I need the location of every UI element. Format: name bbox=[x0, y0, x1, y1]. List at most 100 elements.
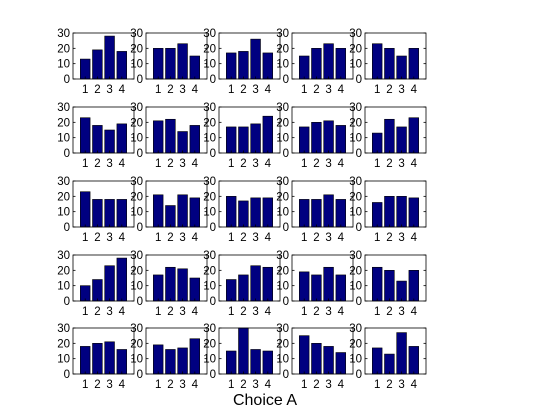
axes-box bbox=[364, 180, 427, 228]
y-tick-label: 0 bbox=[137, 296, 143, 308]
bar-25-1 bbox=[372, 347, 383, 375]
y-tick-label: 10 bbox=[57, 207, 70, 219]
axes-box bbox=[72, 32, 135, 80]
axes-box bbox=[72, 106, 135, 154]
x-tick-label: 4 bbox=[265, 306, 272, 318]
bar-3-2 bbox=[238, 51, 249, 80]
bar-17-4 bbox=[189, 277, 200, 302]
bar-7-2 bbox=[165, 118, 176, 154]
bar-24-1 bbox=[299, 335, 310, 375]
bar-20-1 bbox=[372, 266, 383, 302]
panel-24: 0 10 20 30 1 2 3 4 bbox=[276, 323, 354, 391]
x-tick-label: 4 bbox=[192, 379, 199, 391]
x-tick-label: 2 bbox=[240, 158, 246, 170]
bar-2-1 bbox=[153, 48, 164, 80]
x-tick-label: 4 bbox=[192, 232, 199, 244]
x-tick-label: 1 bbox=[228, 306, 234, 318]
panel-16: 0 10 20 30 1 2 3 4 bbox=[57, 250, 135, 318]
bar-9-4 bbox=[335, 125, 346, 154]
x-tick-label: 4 bbox=[265, 232, 272, 244]
bar-17-1 bbox=[153, 274, 164, 302]
bar-15-2 bbox=[384, 196, 395, 228]
bar-22-2 bbox=[165, 349, 176, 375]
x-tick-label: 3 bbox=[179, 84, 185, 96]
x-tick-label: 2 bbox=[386, 158, 392, 170]
y-tick-label: 20 bbox=[349, 117, 362, 129]
x-tick-label: 3 bbox=[398, 84, 404, 96]
bar-12-4 bbox=[189, 197, 200, 228]
x-tick-label: 1 bbox=[374, 232, 380, 244]
x-tick-label: 3 bbox=[252, 232, 258, 244]
bar-21-4 bbox=[116, 349, 127, 375]
y-tick-label: 0 bbox=[356, 222, 362, 234]
y-tick-label: 30 bbox=[276, 28, 289, 40]
bar-11-4 bbox=[116, 199, 127, 228]
panel-18: 0 10 20 30 1 2 3 4 bbox=[203, 250, 281, 318]
axes-box bbox=[145, 106, 208, 154]
bar-19-1 bbox=[299, 271, 310, 302]
y-tick-label: 10 bbox=[130, 59, 143, 71]
y-tick-label: 30 bbox=[57, 250, 70, 262]
axes-box bbox=[145, 254, 208, 302]
panel-9: 0 10 20 30 1 2 3 4 bbox=[276, 102, 354, 170]
bar-13-4 bbox=[262, 197, 273, 228]
bar-16-3 bbox=[104, 265, 115, 302]
y-tick-label: 0 bbox=[137, 222, 143, 234]
axes-box bbox=[218, 106, 281, 154]
y-tick-label: 0 bbox=[283, 296, 289, 308]
x-tick-label: 4 bbox=[338, 379, 345, 391]
bar-13-3 bbox=[250, 197, 261, 228]
axes-box bbox=[291, 32, 354, 80]
x-tick-label: 4 bbox=[411, 158, 418, 170]
bar-8-4 bbox=[262, 115, 273, 154]
panel-3: 0 10 20 30 1 2 3 4 bbox=[203, 28, 281, 96]
panel-25: 0 10 20 30 1 2 3 4 bbox=[349, 323, 427, 391]
x-tick-label: 3 bbox=[398, 306, 404, 318]
y-tick-label: 10 bbox=[203, 133, 216, 145]
panel-20: 0 10 20 30 1 2 3 4 bbox=[349, 250, 427, 318]
x-tick-label: 4 bbox=[411, 306, 418, 318]
axes-box bbox=[291, 106, 354, 154]
x-tick-label: 4 bbox=[411, 84, 418, 96]
x-tick-label: 2 bbox=[313, 232, 319, 244]
y-tick-label: 0 bbox=[210, 369, 216, 381]
bar-5-2 bbox=[384, 48, 395, 80]
y-tick-label: 30 bbox=[130, 323, 143, 335]
x-tick-label: 1 bbox=[155, 306, 161, 318]
axes-box bbox=[291, 254, 354, 302]
axes-box bbox=[364, 327, 427, 375]
x-tick-label: 3 bbox=[179, 158, 185, 170]
y-tick-label: 30 bbox=[203, 176, 216, 188]
x-tick-label: 4 bbox=[192, 306, 199, 318]
bar-11-2 bbox=[92, 199, 103, 228]
axes-box bbox=[364, 106, 427, 154]
bar-23-1 bbox=[226, 350, 237, 375]
axes-box bbox=[218, 254, 281, 302]
x-tick-label: 4 bbox=[338, 232, 345, 244]
bar-1-3 bbox=[104, 35, 115, 80]
y-tick-label: 20 bbox=[203, 191, 216, 203]
y-tick-label: 0 bbox=[137, 74, 143, 86]
bar-20-3 bbox=[396, 280, 407, 302]
panel-13: 0 10 20 30 1 2 3 4 bbox=[203, 176, 281, 244]
x-tick-label: 1 bbox=[228, 379, 234, 391]
x-tick-label: 2 bbox=[167, 232, 173, 244]
bar-20-4 bbox=[408, 270, 419, 302]
bar-11-3 bbox=[104, 199, 115, 228]
x-tick-label: 1 bbox=[301, 84, 307, 96]
bar-6-3 bbox=[104, 129, 115, 154]
panel-8: 0 10 20 30 1 2 3 4 bbox=[203, 102, 281, 170]
axes-box bbox=[145, 327, 208, 375]
x-tick-label: 4 bbox=[192, 84, 199, 96]
bar-22-1 bbox=[153, 344, 164, 375]
bar-4-1 bbox=[299, 55, 310, 80]
bar-19-3 bbox=[323, 266, 334, 302]
x-tick-label: 1 bbox=[228, 158, 234, 170]
x-tick-label: 4 bbox=[338, 84, 345, 96]
x-tick-label: 1 bbox=[301, 158, 307, 170]
bar-5-4 bbox=[408, 48, 419, 80]
x-tick-label: 2 bbox=[240, 84, 246, 96]
bar-8-3 bbox=[250, 123, 261, 154]
bar-20-2 bbox=[384, 270, 395, 302]
